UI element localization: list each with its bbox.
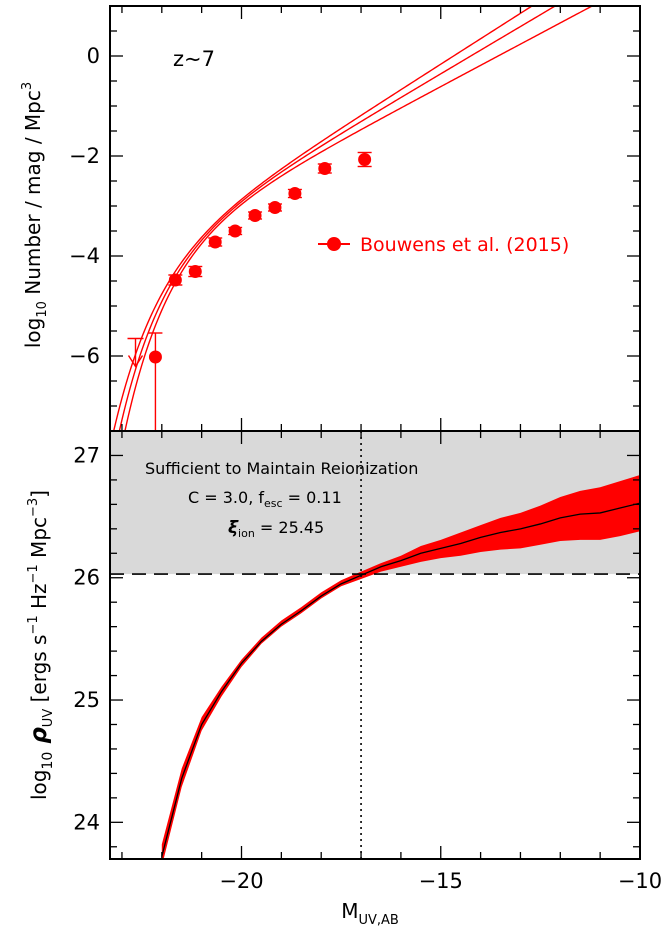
y-tick-label: 26 [73,566,100,590]
schechter-fit-3 [124,6,594,431]
annotation-clumping-fesc: C = 3.0, fesc = 0.11 [188,488,342,510]
top-panel-tick-labels: 0 −2 −4 −6 [69,44,100,368]
annotation-xi-value: = 25.45 [255,518,324,537]
data-point-4 [208,235,222,249]
top-y-axis-title: log10 Number / mag / Mpc3 [20,82,50,348]
y-tick-label: 24 [73,810,100,834]
bottom-panel-tick-labels: 24 25 26 27 −20 −15 −10 [73,443,662,893]
y-tick-label: 27 [73,443,100,467]
annotation-ion-sub: ion [238,527,255,540]
bottom-y-axis-title: log10 ρUV [ergs s−1 Hz−1 Mpc−3] [26,490,56,800]
schechter-fit-curves [112,6,594,431]
legend: Bouwens et al. (2015) [318,234,569,256]
redshift-label: z∼7 [173,47,215,71]
annotation-sufficient: Sufficient to Maintain Reionization [145,459,418,478]
y-tick-label: −2 [69,144,100,168]
upper-limit-arrow-1 [127,355,144,368]
legend-marker [327,237,341,251]
data-point-7 [268,201,282,214]
y-tick-label: 25 [73,688,100,712]
bottom-panel-ticks [110,430,641,859]
data-point-2 [168,273,182,287]
top-panel-frame [109,5,641,432]
data-point-1 [148,350,162,364]
schechter-fit-2 [112,6,534,431]
schechter-fit-1 [118,6,557,431]
x-axis-title: MUV,AB [341,899,399,928]
data-point-3 [188,265,202,278]
rho-uv-median-line [161,502,640,857]
top-panel: 0 −2 −4 −6 z∼7 Bouwens et al. (2015) log10 … [20,5,641,432]
data-point-6 [248,209,262,222]
annotation-xi-ion: ξion = 25.45 [228,518,324,540]
annotation-clumping-text: C = 3.0, f [188,488,264,507]
annotation-xi-symbol: ξ [228,518,239,538]
legend-label: Bouwens et al. (2015) [360,234,569,256]
annotation-fesc-value: = 0.11 [283,488,342,507]
y-tick-label: −4 [69,244,100,268]
upper-limit-markers [127,337,144,368]
data-point-8 [288,187,302,200]
luminosity-function-points [148,151,372,431]
x-tick-label: −15 [419,869,463,893]
y-tick-label: −6 [69,344,100,368]
x-tick-label: −20 [219,869,263,893]
data-point-10 [358,153,372,166]
data-point-5 [228,224,242,238]
data-point-9 [318,162,332,175]
y-tick-label: 0 [87,44,100,68]
annotation-fesc-sub: esc [264,497,283,510]
top-panel-ticks [110,5,641,432]
x-tick-label: −10 [618,869,662,893]
bottom-panel: Sufficient to Maintain Reionization C = … [26,430,662,928]
